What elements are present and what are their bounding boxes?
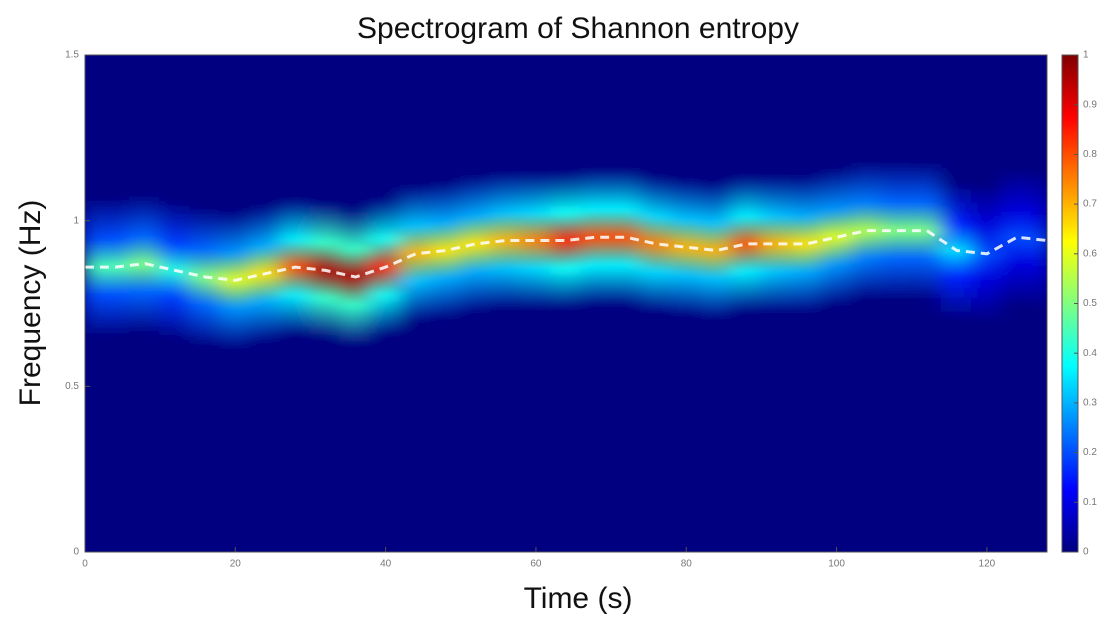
colorbar-tick-label: 0.5 xyxy=(1083,298,1097,309)
heatmap-cell xyxy=(670,55,703,552)
heatmap-cell xyxy=(489,55,522,552)
heatmap-cell xyxy=(700,55,733,552)
heatmap-cell xyxy=(1000,55,1033,552)
colorbar-tick-label: 0.1 xyxy=(1083,497,1097,508)
heatmap-cell xyxy=(189,55,222,552)
heatmap-cell xyxy=(640,55,673,552)
heatmap-cell xyxy=(910,55,943,552)
colorbar-tick-label: 0.6 xyxy=(1083,248,1097,259)
x-tick-label: 0 xyxy=(82,559,88,570)
heatmap-cell xyxy=(99,55,132,552)
heatmap-cell xyxy=(429,55,462,552)
heatmap-cell xyxy=(399,55,432,552)
heatmap-cell xyxy=(850,55,883,552)
heatmap-cell xyxy=(820,55,853,552)
y-tick-label: 0.5 xyxy=(65,381,79,392)
heatmap-cell xyxy=(85,55,102,552)
plot-frame xyxy=(84,54,1048,553)
heatmap-cell xyxy=(339,55,372,552)
heatmap-cell xyxy=(129,55,162,552)
x-tick-label: 20 xyxy=(230,559,242,570)
heatmap-cell xyxy=(249,55,282,552)
heatmap-cell xyxy=(730,55,763,552)
x-tick-label: 80 xyxy=(681,559,693,570)
heatmap-cell xyxy=(1030,55,1047,552)
heatmap-cell xyxy=(459,55,492,552)
colorbar-tick-label: 0.4 xyxy=(1083,348,1097,359)
y-tick-label: 1 xyxy=(73,215,79,226)
heatmap-cells xyxy=(85,55,1047,552)
heatmap-cell xyxy=(159,55,192,552)
x-tick-label: 120 xyxy=(979,559,996,570)
heatmap-cell xyxy=(940,55,973,552)
heatmap-cell xyxy=(580,55,613,552)
colorbar-tick-label: 0 xyxy=(1083,547,1089,558)
heatmap-cell xyxy=(610,55,643,552)
colorbar-tick-label: 0.3 xyxy=(1083,398,1097,409)
heatmap-cell xyxy=(369,55,402,552)
heatmap xyxy=(85,55,1047,552)
y-tick-label: 1.5 xyxy=(65,50,79,61)
x-tick-label: 60 xyxy=(530,559,542,570)
colorbar-tick-label: 0.8 xyxy=(1083,149,1097,160)
heatmap-cell xyxy=(970,55,1003,552)
colorbar-tick-label: 0.9 xyxy=(1083,99,1097,110)
heatmap-cell xyxy=(880,55,913,552)
heatmap-cell xyxy=(219,55,252,552)
x-tick-label: 100 xyxy=(828,559,845,570)
y-axis-label: Frequency (Hz) xyxy=(14,200,47,407)
colorbar-tick-label: 1 xyxy=(1083,50,1089,61)
heatmap-cell xyxy=(519,55,552,552)
colorbar-tick-label: 0.7 xyxy=(1083,199,1097,210)
heatmap-cell xyxy=(790,55,823,552)
x-tick-label: 40 xyxy=(380,559,392,570)
ridge-line xyxy=(85,229,1047,282)
heatmap-cell xyxy=(760,55,793,552)
chart-title: Spectrogram of Shannon entropy xyxy=(357,12,799,45)
colorbar-tick-label: 0.2 xyxy=(1083,447,1097,458)
x-axis-label: Time (s) xyxy=(524,582,633,615)
y-tick-label: 0 xyxy=(73,547,79,558)
heatmap-cell xyxy=(309,55,342,552)
heatmap-cell xyxy=(279,55,312,552)
heatmap-cell xyxy=(549,55,583,552)
